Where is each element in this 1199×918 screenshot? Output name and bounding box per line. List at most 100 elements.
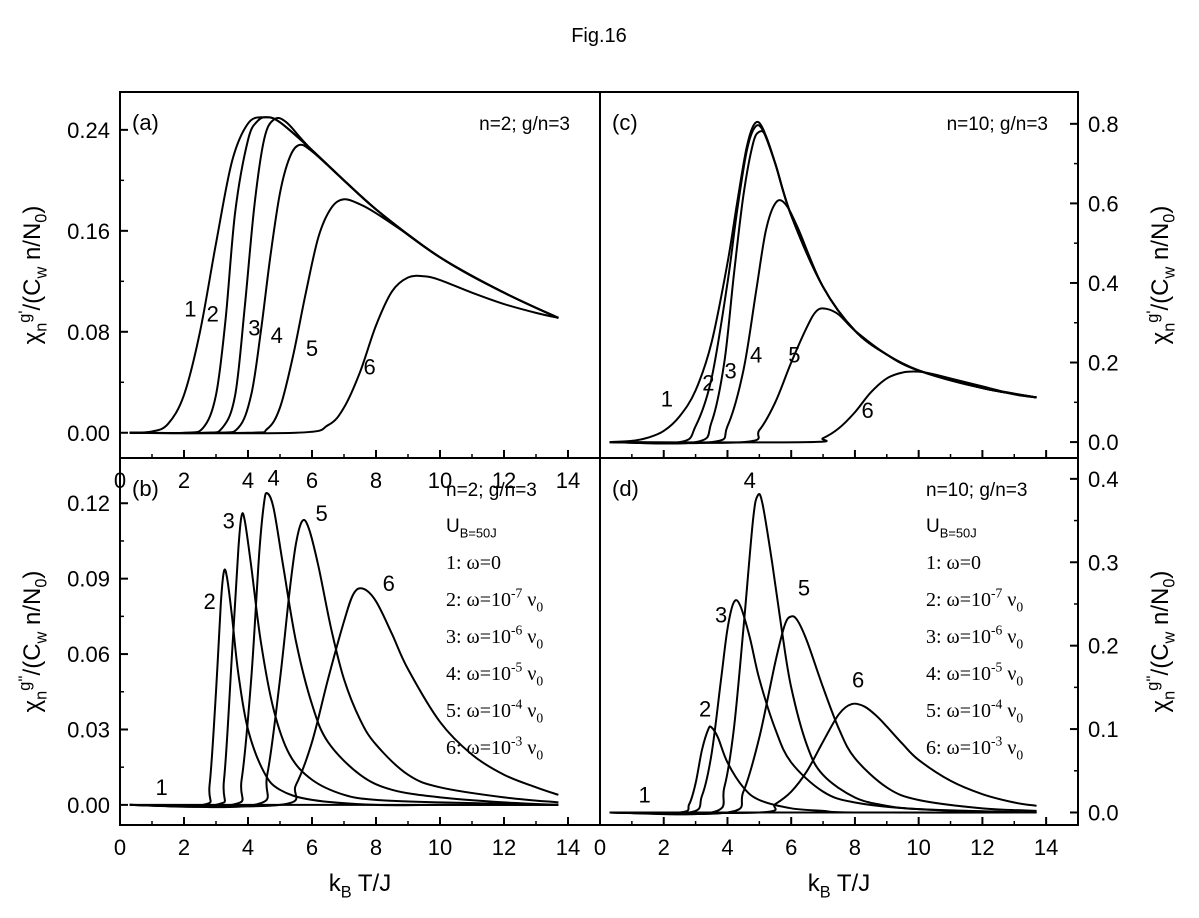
legend-entry: UB=50J bbox=[926, 516, 977, 540]
x-tick-label: 10 bbox=[906, 835, 930, 860]
curve-label: 6 bbox=[383, 571, 395, 596]
panel-a: 0.000.080.160.240 2 4 6 8 10 12 141 23 456(a) n=2;… bbox=[16, 91, 601, 493]
x-tick-label: 2 bbox=[178, 468, 190, 493]
curve-b-6 bbox=[129, 587, 559, 808]
panel-label: (b) bbox=[132, 476, 159, 501]
curve-label: 5 bbox=[306, 336, 318, 361]
figure-title: Fig.16 bbox=[571, 25, 627, 47]
curve-c-2 bbox=[609, 124, 1037, 445]
legend-entry: 5: ω=10-4 ν0 bbox=[926, 697, 1023, 726]
curve-label: 3 bbox=[715, 602, 727, 627]
x-tick-label: 2 bbox=[658, 835, 670, 860]
x-tick-label: 0 bbox=[594, 835, 606, 860]
x-tick-label: 12 bbox=[970, 835, 994, 860]
curve-d-6 bbox=[609, 702, 1037, 815]
legend-entry: 2: ω=10-7 ν0 bbox=[446, 586, 543, 615]
curve-c-5 bbox=[609, 307, 1037, 444]
curve-b-2 bbox=[129, 568, 559, 808]
panel-annotation: n=2; g/n=3 bbox=[446, 480, 537, 501]
curve-label: 4 bbox=[271, 323, 283, 348]
curve-label: 4 bbox=[750, 343, 762, 368]
legend-entry: 6: ω=10-3 ν0 bbox=[926, 734, 1023, 763]
curve-d-3 bbox=[609, 599, 1037, 815]
x-tick-label: 0 bbox=[114, 835, 126, 860]
curve-c-4 bbox=[609, 199, 1037, 445]
curve-label: 5 bbox=[788, 343, 800, 368]
legend-entry: 3: ω=10-6 ν0 bbox=[446, 623, 543, 652]
curve-a-5 bbox=[129, 198, 559, 435]
panel-label: (a) bbox=[132, 110, 159, 135]
legend-entry: 2: ω=10-7 ν0 bbox=[926, 586, 1023, 615]
curve-label: 6 bbox=[862, 398, 874, 423]
x-tick-label: 14 bbox=[1034, 835, 1058, 860]
x-tick-label: 4 bbox=[242, 835, 254, 860]
curve-b-3 bbox=[129, 512, 559, 808]
curve-label: 2 bbox=[702, 370, 714, 395]
curve-label: 3 bbox=[223, 508, 235, 533]
y-tick-label: 0.3 bbox=[1088, 550, 1119, 575]
panel-annotation: n=10; g/n=3 bbox=[926, 480, 1027, 501]
legend-entry: 1: ω=0 bbox=[926, 552, 981, 574]
x-tick-label: 14 bbox=[556, 835, 580, 860]
x-tick-label: 6 bbox=[306, 835, 318, 860]
y-tick-label: 0.4 bbox=[1088, 271, 1119, 296]
curve-label: 3 bbox=[725, 358, 737, 383]
legend-entry: UB=50J bbox=[446, 516, 497, 540]
panel-annotation: n=10; g/n=3 bbox=[947, 114, 1048, 135]
y-tick-label: 0.09 bbox=[67, 567, 110, 592]
y-tick-label: 0.16 bbox=[67, 219, 110, 244]
curve-label: 4 bbox=[744, 468, 756, 493]
curve-b-5 bbox=[129, 518, 559, 809]
x-tick-label: 10 bbox=[428, 468, 452, 493]
x-tick-label: 8 bbox=[370, 835, 382, 860]
x-tick-label: 8 bbox=[370, 468, 382, 493]
curve-label: 4 bbox=[267, 466, 279, 491]
y-axis-label: χng'/(Cw n/N0) bbox=[1144, 206, 1179, 345]
curve-label: 6 bbox=[852, 667, 864, 692]
y-axis-label: χng''/(Cw n/N0) bbox=[16, 571, 51, 713]
x-tick-label: 4 bbox=[242, 468, 254, 493]
y-tick-label: 0.2 bbox=[1088, 351, 1119, 376]
y-tick-label: 0.08 bbox=[67, 320, 110, 345]
curve-b-4 bbox=[129, 491, 559, 808]
x-tick-label: 6 bbox=[785, 835, 797, 860]
y-tick-label: 0.03 bbox=[67, 717, 110, 742]
curve-label: 1 bbox=[661, 386, 673, 411]
curve-a-2 bbox=[129, 116, 559, 435]
x-tick-label: 4 bbox=[721, 835, 733, 860]
y-tick-label: 0.0 bbox=[1088, 430, 1119, 455]
legend-entry: 3: ω=10-6 ν0 bbox=[926, 623, 1023, 652]
y-tick-label: 0.0 bbox=[1088, 800, 1119, 825]
panel-d-frame bbox=[599, 457, 1079, 826]
curve-label: 1 bbox=[184, 297, 196, 322]
x-tick-label: 12 bbox=[492, 835, 516, 860]
curve-label: 5 bbox=[315, 501, 327, 526]
y-axis-label: χng''/(Cw n/N0) bbox=[1144, 571, 1179, 713]
x-tick-label: 12 bbox=[492, 468, 516, 493]
curve-label: 1 bbox=[638, 782, 650, 807]
x-tick-label: 2 bbox=[178, 835, 190, 860]
x-tick-label: 10 bbox=[428, 835, 452, 860]
panel-a-frame bbox=[119, 91, 601, 459]
panels: 0.000.080.160.240 2 4 6 8 10 12 141 23 456(a) n=2;… bbox=[16, 91, 1179, 902]
curve-label: 5 bbox=[798, 576, 810, 601]
panel-b: 0.000.030.060.090.120 2 4 6 8 10 12 14123456(b)… bbox=[16, 457, 601, 902]
curve-a-1 bbox=[129, 116, 559, 434]
curve-label: 1 bbox=[155, 775, 167, 800]
legend-entry: 4: ω=10-5 ν0 bbox=[446, 660, 543, 689]
curve-d-2 bbox=[609, 725, 1037, 815]
x-tick-label: 6 bbox=[306, 468, 318, 493]
y-tick-label: 0.4 bbox=[1088, 467, 1119, 492]
y-tick-label: 0.8 bbox=[1088, 112, 1119, 137]
curve-a-3 bbox=[129, 116, 559, 435]
y-tick-label: 0.00 bbox=[67, 421, 110, 446]
panel-c: 0.0 0.2 0.4 0.6 0.8 1 2 34 5 6 (c) n=10; g/n=3 χng'/… bbox=[599, 91, 1179, 459]
legend-entry: 1: ω=0 bbox=[446, 552, 501, 574]
curve-label: 6 bbox=[363, 355, 375, 380]
curve-a-4 bbox=[129, 143, 559, 435]
x-axis-label: kB T/J bbox=[329, 870, 391, 902]
curve-label: 2 bbox=[203, 589, 215, 614]
curve-label: 2 bbox=[207, 302, 219, 327]
